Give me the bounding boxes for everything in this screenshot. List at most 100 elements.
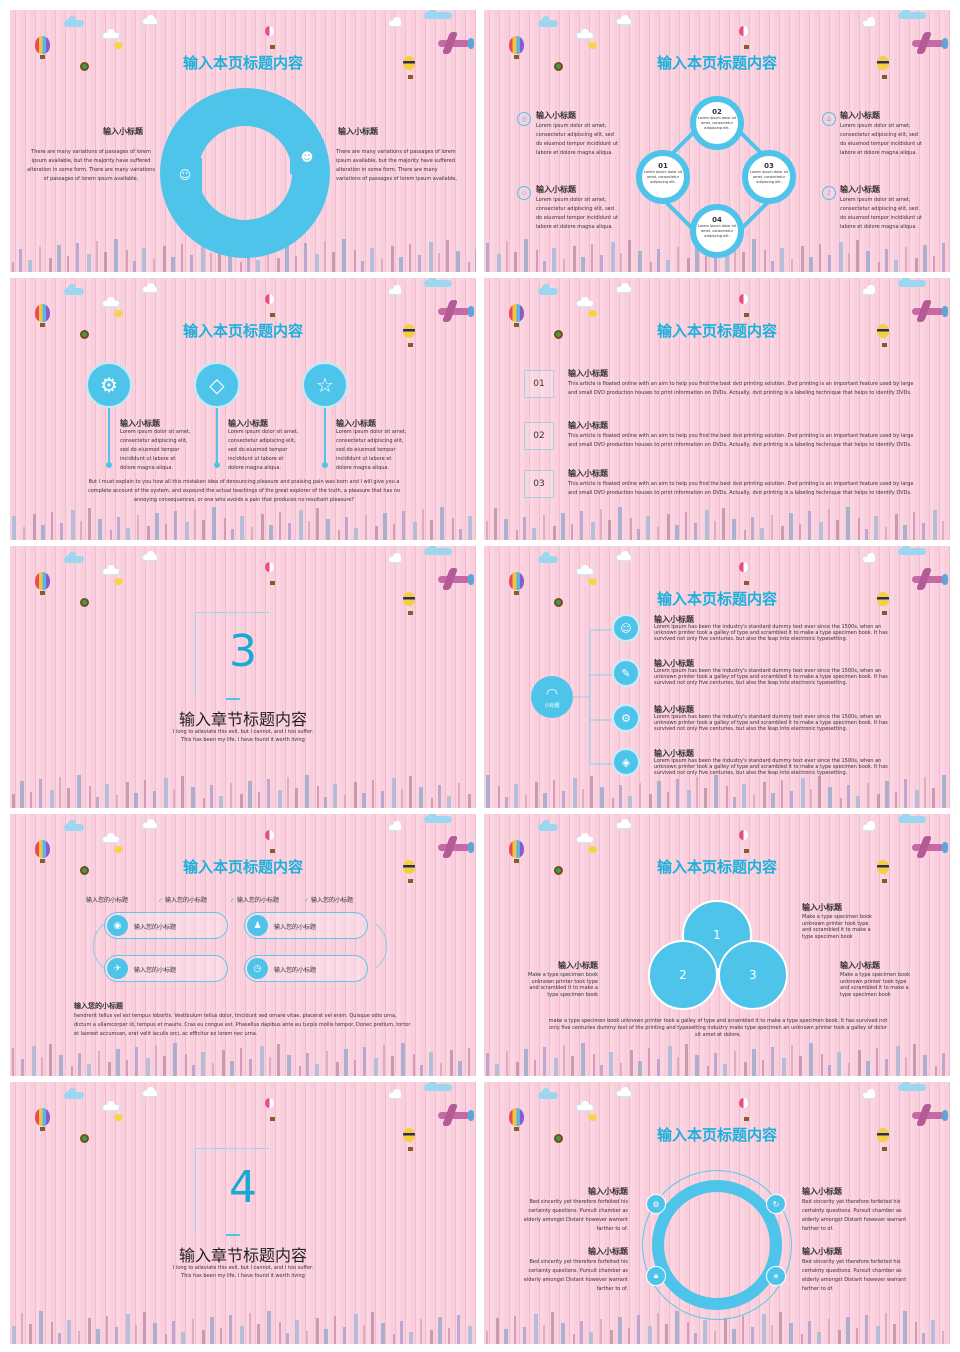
bar-decoration (210, 785, 213, 808)
bar-decoration (858, 518, 860, 540)
target-icon: ◎ (517, 112, 531, 126)
bar-decoration (828, 255, 831, 272)
bar-decoration (932, 788, 935, 808)
bar-decoration (791, 1045, 793, 1076)
slide-section-3: 3 输入章节标题内容 I long to alleviate this evil… (10, 546, 476, 808)
bar-decoration (21, 1313, 23, 1344)
bar-decoration (514, 784, 518, 808)
bar-decoration (475, 249, 476, 272)
bar-decoration (714, 775, 718, 808)
bar-decoration (392, 778, 396, 808)
item-text: Lorem ipsum dolor sit amet, consectetur … (536, 197, 618, 230)
bar-decoration (628, 240, 631, 272)
bar-decoration (942, 1053, 945, 1076)
bar-decoration (450, 1050, 453, 1076)
bar-decoration (630, 1050, 633, 1076)
airplane-icon (434, 30, 474, 56)
bar-decoration (524, 1049, 528, 1076)
number-box: 03 (524, 470, 554, 498)
right-text: There are many variations of passages of… (336, 149, 457, 182)
bar-decoration (781, 526, 784, 540)
city-bars-decoration (486, 1311, 944, 1344)
bar-decoration (695, 245, 699, 272)
bar-decoration (657, 249, 660, 272)
bar-decoration (608, 520, 611, 540)
item-text: Lorem Ipsum has been the industry's stan… (654, 624, 888, 642)
node-02: 02 Lorem ipsum dolor sit amet, consectetu… (690, 96, 744, 150)
bar-decoration (458, 1061, 462, 1076)
bar-decoration (210, 1317, 214, 1344)
bar-decoration (818, 776, 821, 808)
bar-decoration (354, 528, 358, 540)
hot-air-balloon-icon (35, 36, 50, 59)
bar-decoration (628, 796, 632, 808)
bar-decoration (612, 798, 614, 808)
bar-decoration (212, 507, 216, 540)
city-bars-decoration (12, 775, 471, 808)
cloud-decoration (142, 551, 158, 561)
bar-decoration (370, 248, 374, 272)
bar-decoration (611, 242, 615, 272)
ring-tab-right: ☻ (290, 140, 324, 174)
bar-decoration (409, 244, 411, 272)
number-box: 01 (524, 370, 554, 398)
bar-decoration (361, 261, 364, 272)
bar-decoration (306, 1331, 308, 1344)
bar-decoration (457, 1315, 460, 1344)
bar-decoration (344, 795, 346, 808)
item-text: Lorem ipsum dolor sit amet, consectetur … (120, 429, 191, 471)
node-01: 01 Lorem ipsum dolor sit amet, consectetu… (636, 150, 690, 204)
cloud-decoration (142, 1087, 158, 1097)
bar-decoration (494, 508, 497, 540)
gear-icon: ⚙ (86, 362, 132, 408)
bar-decoration (514, 1316, 516, 1344)
cloud-decoration (64, 16, 84, 27)
bird-icon (588, 310, 597, 317)
item-text: Lorem Ipsum has been the industry's stan… (654, 714, 888, 732)
bar-decoration (763, 782, 766, 808)
bar-decoration (12, 1048, 14, 1076)
bar-decoration (381, 1323, 385, 1344)
bar-decoration (924, 777, 926, 808)
bar-decoration (771, 515, 773, 540)
bar-decoration (733, 797, 736, 808)
bar-decoration (553, 780, 555, 808)
cloud-decoration (898, 10, 926, 19)
bar-decoration (181, 1332, 185, 1344)
bar-decoration (819, 522, 823, 540)
bar-decoration (885, 527, 887, 540)
bar-decoration (771, 1325, 773, 1344)
bar-decoration (838, 1330, 841, 1344)
bar-decoration (468, 1326, 472, 1344)
bar-decoration (326, 519, 330, 540)
bar-decoration (80, 521, 82, 540)
bar-decoration (895, 792, 897, 808)
bar-decoration (105, 784, 109, 808)
bar-decoration (657, 1313, 659, 1344)
pill-item: ◷ 输入您的小标题 (244, 955, 368, 982)
bar-decoration (837, 1052, 841, 1076)
item-title: 输入小标题 (568, 369, 608, 378)
bar-decoration (609, 1052, 613, 1076)
bar-decoration (316, 508, 319, 540)
bar-decoration (418, 255, 421, 272)
item-text: This article is floated online with an a… (568, 481, 914, 496)
bar-decoration (543, 793, 547, 808)
bar-decoration (78, 1053, 81, 1076)
slide-four-nodes: 输入本页标题内容 02 Lorem ipsum dolor sit amet, c… (484, 10, 950, 272)
check-item: ✓ 输入您的小标题 (304, 897, 353, 904)
cloud-decoration (424, 278, 452, 287)
bar-decoration (885, 249, 888, 272)
bar-decoration (903, 1311, 907, 1344)
tree-icon (554, 62, 563, 71)
bar-decoration (134, 793, 138, 808)
bar-decoration (600, 1065, 603, 1076)
bar-decoration (771, 261, 774, 272)
bar-decoration (668, 1046, 672, 1076)
bar-decoration (677, 247, 679, 272)
bar-decoration (285, 245, 289, 272)
bar-decoration (780, 248, 784, 272)
bar-decoration (942, 1331, 944, 1344)
bar-decoration (104, 252, 107, 272)
bar-decoration (913, 512, 915, 540)
